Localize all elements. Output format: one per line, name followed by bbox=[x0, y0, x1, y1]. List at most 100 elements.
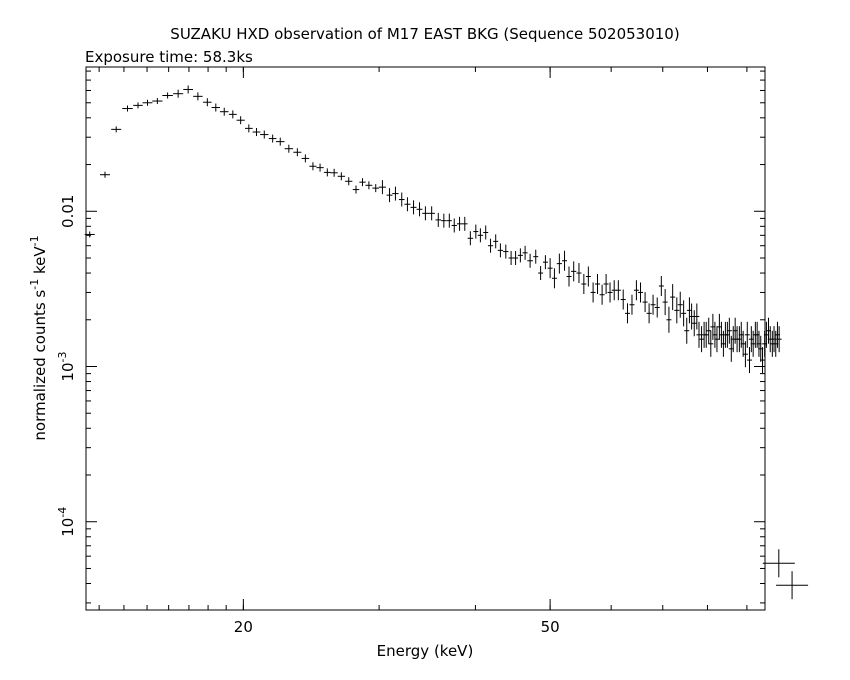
data-point bbox=[84, 231, 95, 238]
data-point bbox=[337, 172, 346, 181]
data-point bbox=[111, 126, 122, 133]
data-point bbox=[542, 255, 548, 270]
data-point bbox=[193, 92, 203, 101]
data-point bbox=[699, 326, 705, 353]
data-point bbox=[594, 274, 600, 295]
data-point bbox=[410, 200, 417, 215]
data-point bbox=[694, 303, 700, 330]
y-tick-label: 0.01 bbox=[59, 195, 77, 228]
chart-title: SUZAKU HXD observation of M17 EAST BKG (… bbox=[170, 25, 679, 43]
data-point bbox=[142, 99, 153, 106]
data-point bbox=[456, 216, 463, 231]
data-point bbox=[742, 341, 748, 368]
data-point bbox=[603, 274, 609, 295]
data-point bbox=[392, 186, 399, 201]
y-axis-label-unit: keV bbox=[31, 246, 49, 279]
data-point bbox=[316, 163, 324, 172]
data-point bbox=[677, 291, 683, 318]
y-tick-label: 10-3 bbox=[56, 351, 77, 381]
data-point bbox=[666, 306, 672, 333]
data-point bbox=[684, 317, 690, 344]
data-point bbox=[301, 154, 310, 163]
data-point bbox=[658, 276, 664, 297]
data-point bbox=[670, 284, 676, 311]
data-point bbox=[615, 280, 621, 301]
data-point bbox=[696, 321, 702, 348]
data-point bbox=[642, 292, 648, 313]
data-point bbox=[219, 107, 229, 116]
data-point bbox=[686, 297, 692, 324]
data-point bbox=[703, 321, 709, 348]
data-point bbox=[726, 317, 732, 344]
data-point bbox=[513, 251, 519, 266]
data-point bbox=[762, 549, 795, 578]
data-point bbox=[576, 263, 582, 284]
data-point bbox=[706, 317, 712, 344]
data-point bbox=[477, 228, 484, 243]
data-point bbox=[650, 294, 656, 315]
data-point bbox=[599, 284, 605, 305]
data-point bbox=[203, 98, 212, 107]
data-point bbox=[162, 92, 173, 99]
data-point bbox=[633, 280, 639, 301]
data-point bbox=[435, 212, 442, 227]
data-point bbox=[416, 202, 423, 217]
data-point bbox=[538, 266, 544, 281]
data-point bbox=[547, 258, 553, 279]
data-point bbox=[497, 243, 504, 258]
data-point bbox=[654, 297, 660, 318]
data-point bbox=[365, 181, 373, 190]
data-point bbox=[133, 102, 143, 109]
data-point bbox=[746, 347, 752, 374]
data-point bbox=[607, 282, 613, 303]
data-point bbox=[620, 289, 626, 310]
data-point bbox=[556, 253, 562, 274]
data-point bbox=[404, 197, 411, 212]
data-point bbox=[309, 162, 317, 171]
y-axis-label-base: normalized counts s bbox=[31, 290, 49, 441]
data-point bbox=[708, 330, 714, 357]
data-point bbox=[571, 261, 577, 282]
data-point bbox=[674, 297, 680, 324]
data-point bbox=[467, 231, 474, 246]
y-axis-ticks: 0.01 10-3 10-4 bbox=[56, 70, 765, 604]
data-point bbox=[681, 300, 687, 327]
data-point bbox=[566, 266, 572, 287]
data-point bbox=[527, 253, 533, 268]
data-point bbox=[359, 178, 366, 187]
data-point bbox=[183, 85, 194, 94]
data-point bbox=[378, 180, 386, 195]
data-points bbox=[84, 85, 809, 600]
data-point bbox=[152, 98, 163, 105]
data-point bbox=[503, 244, 509, 259]
data-point bbox=[590, 282, 596, 303]
y-axis-label-exp1: -1 bbox=[28, 279, 41, 290]
data-point bbox=[422, 206, 429, 221]
data-point bbox=[323, 168, 331, 177]
x-axis-label: Energy (keV) bbox=[377, 642, 474, 660]
x-tick-label: 20 bbox=[234, 618, 253, 636]
data-point bbox=[473, 224, 479, 239]
data-point bbox=[522, 245, 528, 260]
exposure-time-label: Exposure time: 58.3ks bbox=[85, 48, 253, 66]
data-point bbox=[398, 192, 405, 207]
data-point bbox=[776, 326, 782, 353]
data-point bbox=[211, 103, 221, 112]
data-point bbox=[386, 188, 393, 203]
data-point bbox=[714, 326, 720, 353]
data-point bbox=[562, 250, 568, 271]
data-point bbox=[122, 105, 133, 112]
x-axis-ticks: 20 50 bbox=[98, 67, 748, 636]
y-tick-label: 10-4 bbox=[56, 507, 77, 537]
data-point bbox=[441, 213, 447, 228]
data-point bbox=[461, 216, 468, 231]
data-point bbox=[352, 185, 360, 194]
data-point bbox=[662, 289, 668, 316]
data-point bbox=[483, 225, 489, 240]
x-tick-label: 50 bbox=[541, 618, 560, 636]
data-point bbox=[345, 177, 353, 186]
data-point bbox=[275, 137, 285, 146]
data-point bbox=[173, 89, 184, 98]
data-point bbox=[760, 347, 766, 374]
